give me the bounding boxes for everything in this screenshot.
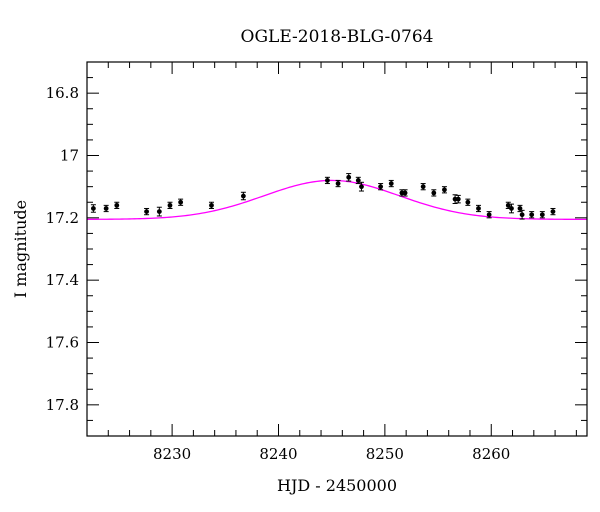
data-point-marker — [455, 196, 461, 202]
data-point — [519, 209, 525, 220]
data-point — [505, 201, 511, 209]
tick-labels-group: 8230 8240 8250 8260 16.8 17 17.2 17.4 17.6 17.8 — [46, 84, 511, 463]
data-point-marker — [325, 178, 330, 183]
y-tick-label: 17 — [60, 147, 79, 165]
data-point-marker — [90, 206, 96, 211]
data-point — [156, 206, 162, 217]
y-axis-label: I magnitude — [11, 200, 30, 298]
y-tick-label: 17.2 — [46, 209, 79, 227]
data-point-marker — [388, 181, 394, 186]
data-points-group — [90, 173, 556, 220]
data-point-marker — [378, 184, 384, 190]
data-point-marker — [420, 184, 426, 190]
data-point-marker — [519, 212, 525, 218]
data-point-marker — [335, 181, 341, 186]
data-point-marker — [517, 206, 523, 211]
data-point-marker — [209, 202, 214, 208]
data-point — [335, 179, 341, 188]
data-point-marker — [346, 174, 352, 180]
data-point-marker — [465, 199, 471, 205]
data-point — [355, 176, 361, 185]
data-point — [103, 204, 109, 213]
data-point — [486, 211, 492, 219]
data-point — [431, 189, 437, 197]
data-point-marker — [539, 212, 545, 218]
data-point-marker — [359, 184, 364, 190]
x-tick-label: 8250 — [366, 445, 404, 463]
data-point-marker — [156, 209, 162, 215]
data-point — [240, 191, 246, 201]
data-point-marker — [486, 212, 492, 218]
data-point — [358, 181, 364, 192]
axis-ticks-group — [86, 61, 587, 437]
data-point — [388, 179, 394, 188]
data-point — [346, 173, 352, 182]
data-point — [378, 183, 384, 191]
data-point-marker — [240, 193, 246, 199]
data-point-marker — [442, 187, 447, 193]
y-tick-label: 16.8 — [46, 84, 79, 102]
data-point — [208, 201, 214, 209]
x-tick-label: 8230 — [153, 445, 191, 463]
data-point-marker — [144, 209, 149, 215]
data-point — [324, 176, 330, 185]
data-point-marker — [509, 206, 514, 211]
x-axis-label: HJD - 2450000 — [277, 476, 397, 495]
plot-frame — [86, 61, 588, 437]
y-tick-label: 17.8 — [46, 396, 79, 414]
x-tick-label: 8240 — [259, 445, 297, 463]
data-point-marker — [431, 190, 437, 196]
data-point — [90, 204, 96, 213]
data-point — [529, 211, 535, 219]
data-point-marker — [167, 202, 173, 208]
data-point-marker — [103, 206, 109, 211]
data-point — [167, 201, 173, 209]
data-point — [508, 203, 514, 214]
data-point — [144, 207, 150, 216]
data-point — [402, 189, 408, 197]
chart-title: OGLE-2018-BLG-0764 — [241, 27, 434, 47]
y-tick-label: 17.4 — [46, 271, 79, 289]
data-point — [420, 183, 426, 191]
x-tick-label: 8260 — [472, 445, 510, 463]
data-point — [475, 204, 481, 213]
data-point-marker — [114, 202, 120, 208]
data-point — [455, 194, 461, 204]
data-point-marker — [529, 212, 535, 218]
y-tick-label: 17.6 — [46, 334, 79, 352]
data-point — [539, 211, 545, 219]
data-point — [465, 198, 471, 206]
data-point — [550, 207, 556, 216]
data-point-marker — [402, 190, 408, 196]
data-point-marker — [178, 199, 184, 205]
data-point — [441, 186, 447, 194]
data-point — [114, 201, 120, 209]
data-point — [178, 198, 184, 206]
data-point-marker — [550, 209, 556, 215]
data-point-marker — [355, 178, 361, 183]
data-point-marker — [476, 206, 481, 211]
